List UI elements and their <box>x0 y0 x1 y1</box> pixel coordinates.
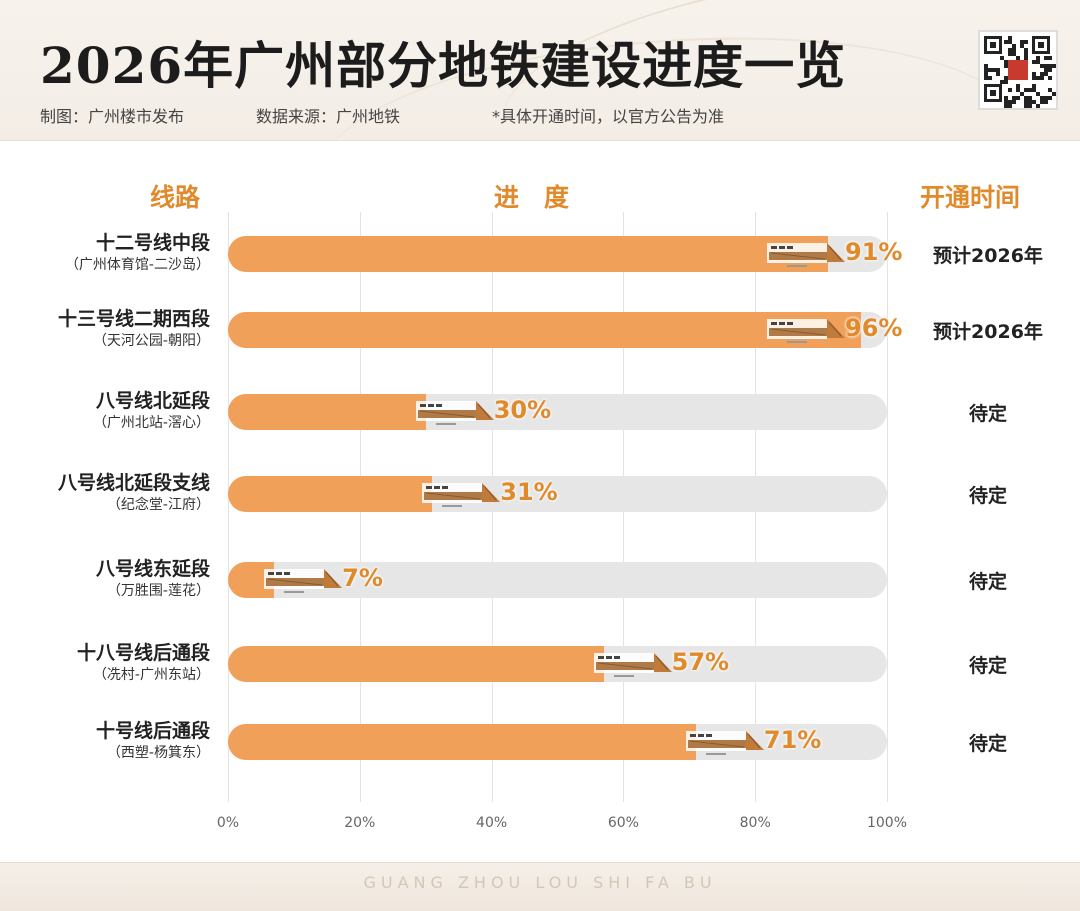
line-section: （广州体育馆-二沙岛） <box>64 257 210 273</box>
progress-bar <box>228 394 426 430</box>
progress-value-label: 7% <box>342 564 383 592</box>
progress-value-label: 71% <box>763 726 822 754</box>
train-icon <box>593 653 672 677</box>
line-name: 十号线后通段 <box>95 720 210 742</box>
footer-banner: GUANG ZHOU LOU SHI FA BU <box>0 862 1080 911</box>
line-label: 十三号线二期西段 （天河公园-朝阳） <box>58 307 210 351</box>
line-section: （天河公园-朝阳） <box>92 333 210 349</box>
progress-bar <box>228 646 604 682</box>
line-name: 八号线北延段支线 <box>57 472 210 494</box>
progress-bar <box>228 312 861 348</box>
train-icon <box>767 319 845 343</box>
progress-bar <box>228 236 828 272</box>
line-label: 十八号线后通段 （冼村-广州东站） <box>77 641 210 685</box>
open-time-label: 待定 <box>968 571 1008 593</box>
x-tick-label: 60% <box>607 815 639 831</box>
open-time-label: 待定 <box>968 733 1008 755</box>
open-time-label: 预计2026年 <box>933 321 1043 343</box>
line-label: 八号线东延段 （万胜围-莲花） <box>96 557 210 601</box>
open-time-label: 待定 <box>968 485 1008 507</box>
header-banner: 2026年广州部分地铁建设进度一览 制图：广州楼市发布 数据来源：广州地铁 *具… <box>0 0 1080 141</box>
progress-value-label: 96% <box>845 314 903 342</box>
progress-value-label: 57% <box>671 648 730 676</box>
train-icon <box>415 401 494 425</box>
line-name: 八号线北延段 <box>95 390 210 412</box>
qr-logo-icon <box>1008 60 1028 80</box>
page-title: 2026年广州部分地铁建设进度一览 <box>40 36 847 95</box>
progress-track: 96% <box>228 312 902 348</box>
x-tick-label: 0% <box>216 815 240 831</box>
progress-bar <box>228 476 433 512</box>
line-label: 十二号线中段 （广州体育馆-二沙岛） <box>65 231 210 275</box>
x-tick-label: 100% <box>866 815 908 831</box>
open-time-label: 待定 <box>968 403 1008 425</box>
progress-track: 30% <box>228 394 887 430</box>
train-icon <box>422 483 501 507</box>
progress-track: 57% <box>228 646 887 682</box>
column-header-line: 线路 <box>150 183 201 212</box>
train-icon <box>685 731 764 755</box>
train-icon <box>767 243 845 267</box>
footer-text: GUANG ZHOU LOU SHI FA BU <box>363 873 717 892</box>
line-name: 十三号线二期西段 <box>57 308 210 330</box>
progress-track: 31% <box>228 476 887 512</box>
line-name: 十二号线中段 <box>95 232 210 254</box>
progress-track: 71% <box>228 724 887 760</box>
maker-credit: 制图：广州楼市发布 <box>40 107 185 126</box>
open-time-label: 预计2026年 <box>933 245 1043 267</box>
column-header-open-time: 开通时间 <box>920 183 1021 212</box>
gridline <box>887 212 888 802</box>
line-label: 八号线北延段支线 （纪念堂-江府） <box>58 471 210 515</box>
open-time-label: 待定 <box>968 655 1008 677</box>
line-section: （西塑-杨箕东） <box>106 745 210 761</box>
progress-track: 91% <box>228 236 902 272</box>
data-source: 数据来源：广州地铁 <box>256 107 401 126</box>
progress-value-label: 91% <box>845 238 903 266</box>
x-tick-label: 40% <box>476 815 508 831</box>
line-section: （纪念堂-江府） <box>106 497 210 513</box>
line-section: （广州北站-滘心） <box>92 415 210 431</box>
line-name: 十八号线后通段 <box>76 642 210 664</box>
x-tick-label: 80% <box>739 815 771 831</box>
progress-bar <box>228 724 696 760</box>
train-icon <box>264 569 343 593</box>
line-section: （冼村-广州东站） <box>92 667 210 683</box>
gridline <box>228 212 229 802</box>
disclaimer-note: *具体开通时间，以官方公告为准 <box>492 107 725 126</box>
progress-value-label: 30% <box>493 396 552 424</box>
line-label: 十号线后通段 （西塑-杨箕东） <box>96 719 210 763</box>
progress-track: 7% <box>228 562 887 598</box>
progress-value-label: 31% <box>500 478 558 506</box>
qr-code-icon <box>978 30 1058 110</box>
x-tick-label: 20% <box>344 815 376 831</box>
line-label: 八号线北延段 （广州北站-滘心） <box>93 389 210 433</box>
line-name: 八号线东延段 <box>95 558 210 580</box>
column-header-progress: 进 度 <box>494 183 570 212</box>
line-section: （万胜围-莲花） <box>106 583 210 599</box>
